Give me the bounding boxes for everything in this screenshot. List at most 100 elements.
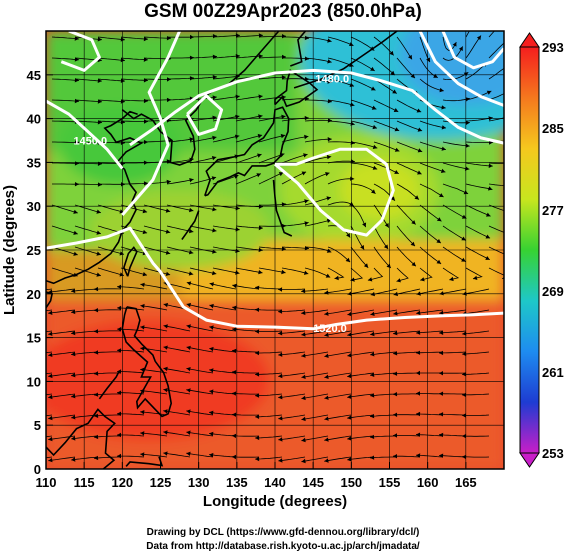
- streamline-arrow: [212, 135, 217, 141]
- streamline: [212, 75, 240, 80]
- streamline: [304, 267, 331, 278]
- streamline-arrow: [301, 458, 306, 464]
- streamline-arrow: [383, 244, 389, 249]
- streamline: [212, 267, 240, 274]
- streamline: [327, 201, 354, 207]
- streamline: [304, 219, 332, 227]
- streamline-arrow: [209, 389, 214, 394]
- streamline-arrow: [235, 114, 240, 119]
- streamline: [121, 182, 149, 185]
- streamline-arrow: [347, 373, 352, 379]
- height-contour: [46, 226, 504, 331]
- streamline: [186, 368, 214, 374]
- x-tick-label: 130: [188, 475, 210, 490]
- streamline-arrow: [441, 125, 446, 130]
- streamline: [93, 372, 121, 375]
- streamline-arrow: [48, 352, 53, 357]
- streamline-arrow: [386, 263, 391, 268]
- streamline: [97, 78, 125, 82]
- streamline-arrow: [347, 415, 352, 420]
- streamline-arrow: [232, 454, 237, 460]
- streamline-arrow: [462, 372, 467, 377]
- streamline: [48, 351, 76, 356]
- streamline: [370, 351, 398, 356]
- streamline-arrow: [512, 184, 516, 188]
- streamline-arrow: [417, 170, 422, 175]
- streamline: [209, 454, 237, 458]
- streamline-arrow: [440, 168, 446, 173]
- height-contour: [129, 68, 504, 147]
- streamline-arrow: [97, 99, 102, 104]
- streamline: [231, 371, 259, 374]
- streamline-arrow: [278, 287, 283, 292]
- x-tick-label: 120: [111, 475, 133, 490]
- streamline-arrow: [212, 249, 217, 254]
- coastline: [46, 110, 144, 285]
- streamline-arrow: [350, 121, 355, 126]
- streamline-arrow: [232, 283, 237, 289]
- streamline: [189, 176, 217, 185]
- streamline-arrow: [119, 251, 124, 256]
- streamline-arrow: [48, 310, 53, 315]
- streamline-arrow: [212, 115, 217, 120]
- streamline: [442, 162, 470, 170]
- streamline-arrow: [73, 251, 78, 256]
- streamline: [419, 225, 442, 244]
- streamline: [258, 35, 286, 38]
- streamline: [186, 431, 214, 437]
- streamline-arrow: [486, 90, 492, 95]
- streamline: [278, 330, 306, 334]
- streamline: [46, 372, 53, 375]
- coastline: [181, 210, 200, 240]
- streamline-arrow: [25, 310, 29, 314]
- streamline: [393, 330, 421, 335]
- streamline-arrow: [393, 392, 398, 397]
- y-tick-label: 5: [34, 418, 41, 433]
- streamline-arrow: [189, 228, 194, 234]
- streamline-arrow: [511, 114, 515, 118]
- streamline-arrow: [301, 288, 306, 294]
- streamline: [209, 326, 237, 332]
- streamline-arrow: [71, 457, 76, 462]
- streamline: [48, 456, 76, 462]
- streamline-arrow: [510, 211, 515, 215]
- streamline: [255, 414, 283, 418]
- streamline: [143, 36, 171, 39]
- streamline: [301, 414, 329, 420]
- streamline-arrow: [473, 275, 478, 280]
- streamline-arrow: [186, 409, 191, 414]
- streamline-arrow: [449, 276, 454, 282]
- streamline-arrow: [71, 330, 76, 336]
- streamline-arrow: [347, 436, 352, 441]
- streamline-arrow: [48, 436, 53, 442]
- streamline-arrow: [212, 270, 217, 276]
- x-tick-label: 155: [379, 475, 401, 490]
- streamline-arrow: [303, 270, 309, 275]
- streamline-arrow: [94, 329, 99, 334]
- streamline-arrow: [416, 310, 421, 316]
- streamline-arrow: [416, 411, 421, 417]
- streamline-arrow: [345, 257, 351, 263]
- streamline: [186, 303, 214, 311]
- streamline: [304, 119, 333, 122]
- streamline: [212, 55, 240, 59]
- streamline-arrow: [461, 236, 466, 241]
- streamline: [189, 225, 217, 232]
- streamline: [163, 431, 191, 437]
- streamline-arrow: [212, 228, 217, 233]
- streamline-arrow: [350, 176, 355, 181]
- streamline-arrow: [416, 391, 420, 396]
- colorbar: [519, 32, 540, 468]
- streamline-arrow: [235, 54, 240, 59]
- streamline: [97, 99, 125, 103]
- streamline: [301, 309, 329, 314]
- streamline-arrow: [120, 37, 125, 42]
- streamline: [51, 78, 80, 81]
- streamline-arrow: [255, 329, 260, 334]
- streamline-arrow: [304, 199, 309, 204]
- streamline-arrow: [326, 248, 332, 253]
- streamline: [143, 267, 171, 276]
- streamline: [419, 267, 433, 281]
- colorbar-label: 277: [542, 203, 564, 218]
- height-contour: [121, 31, 181, 216]
